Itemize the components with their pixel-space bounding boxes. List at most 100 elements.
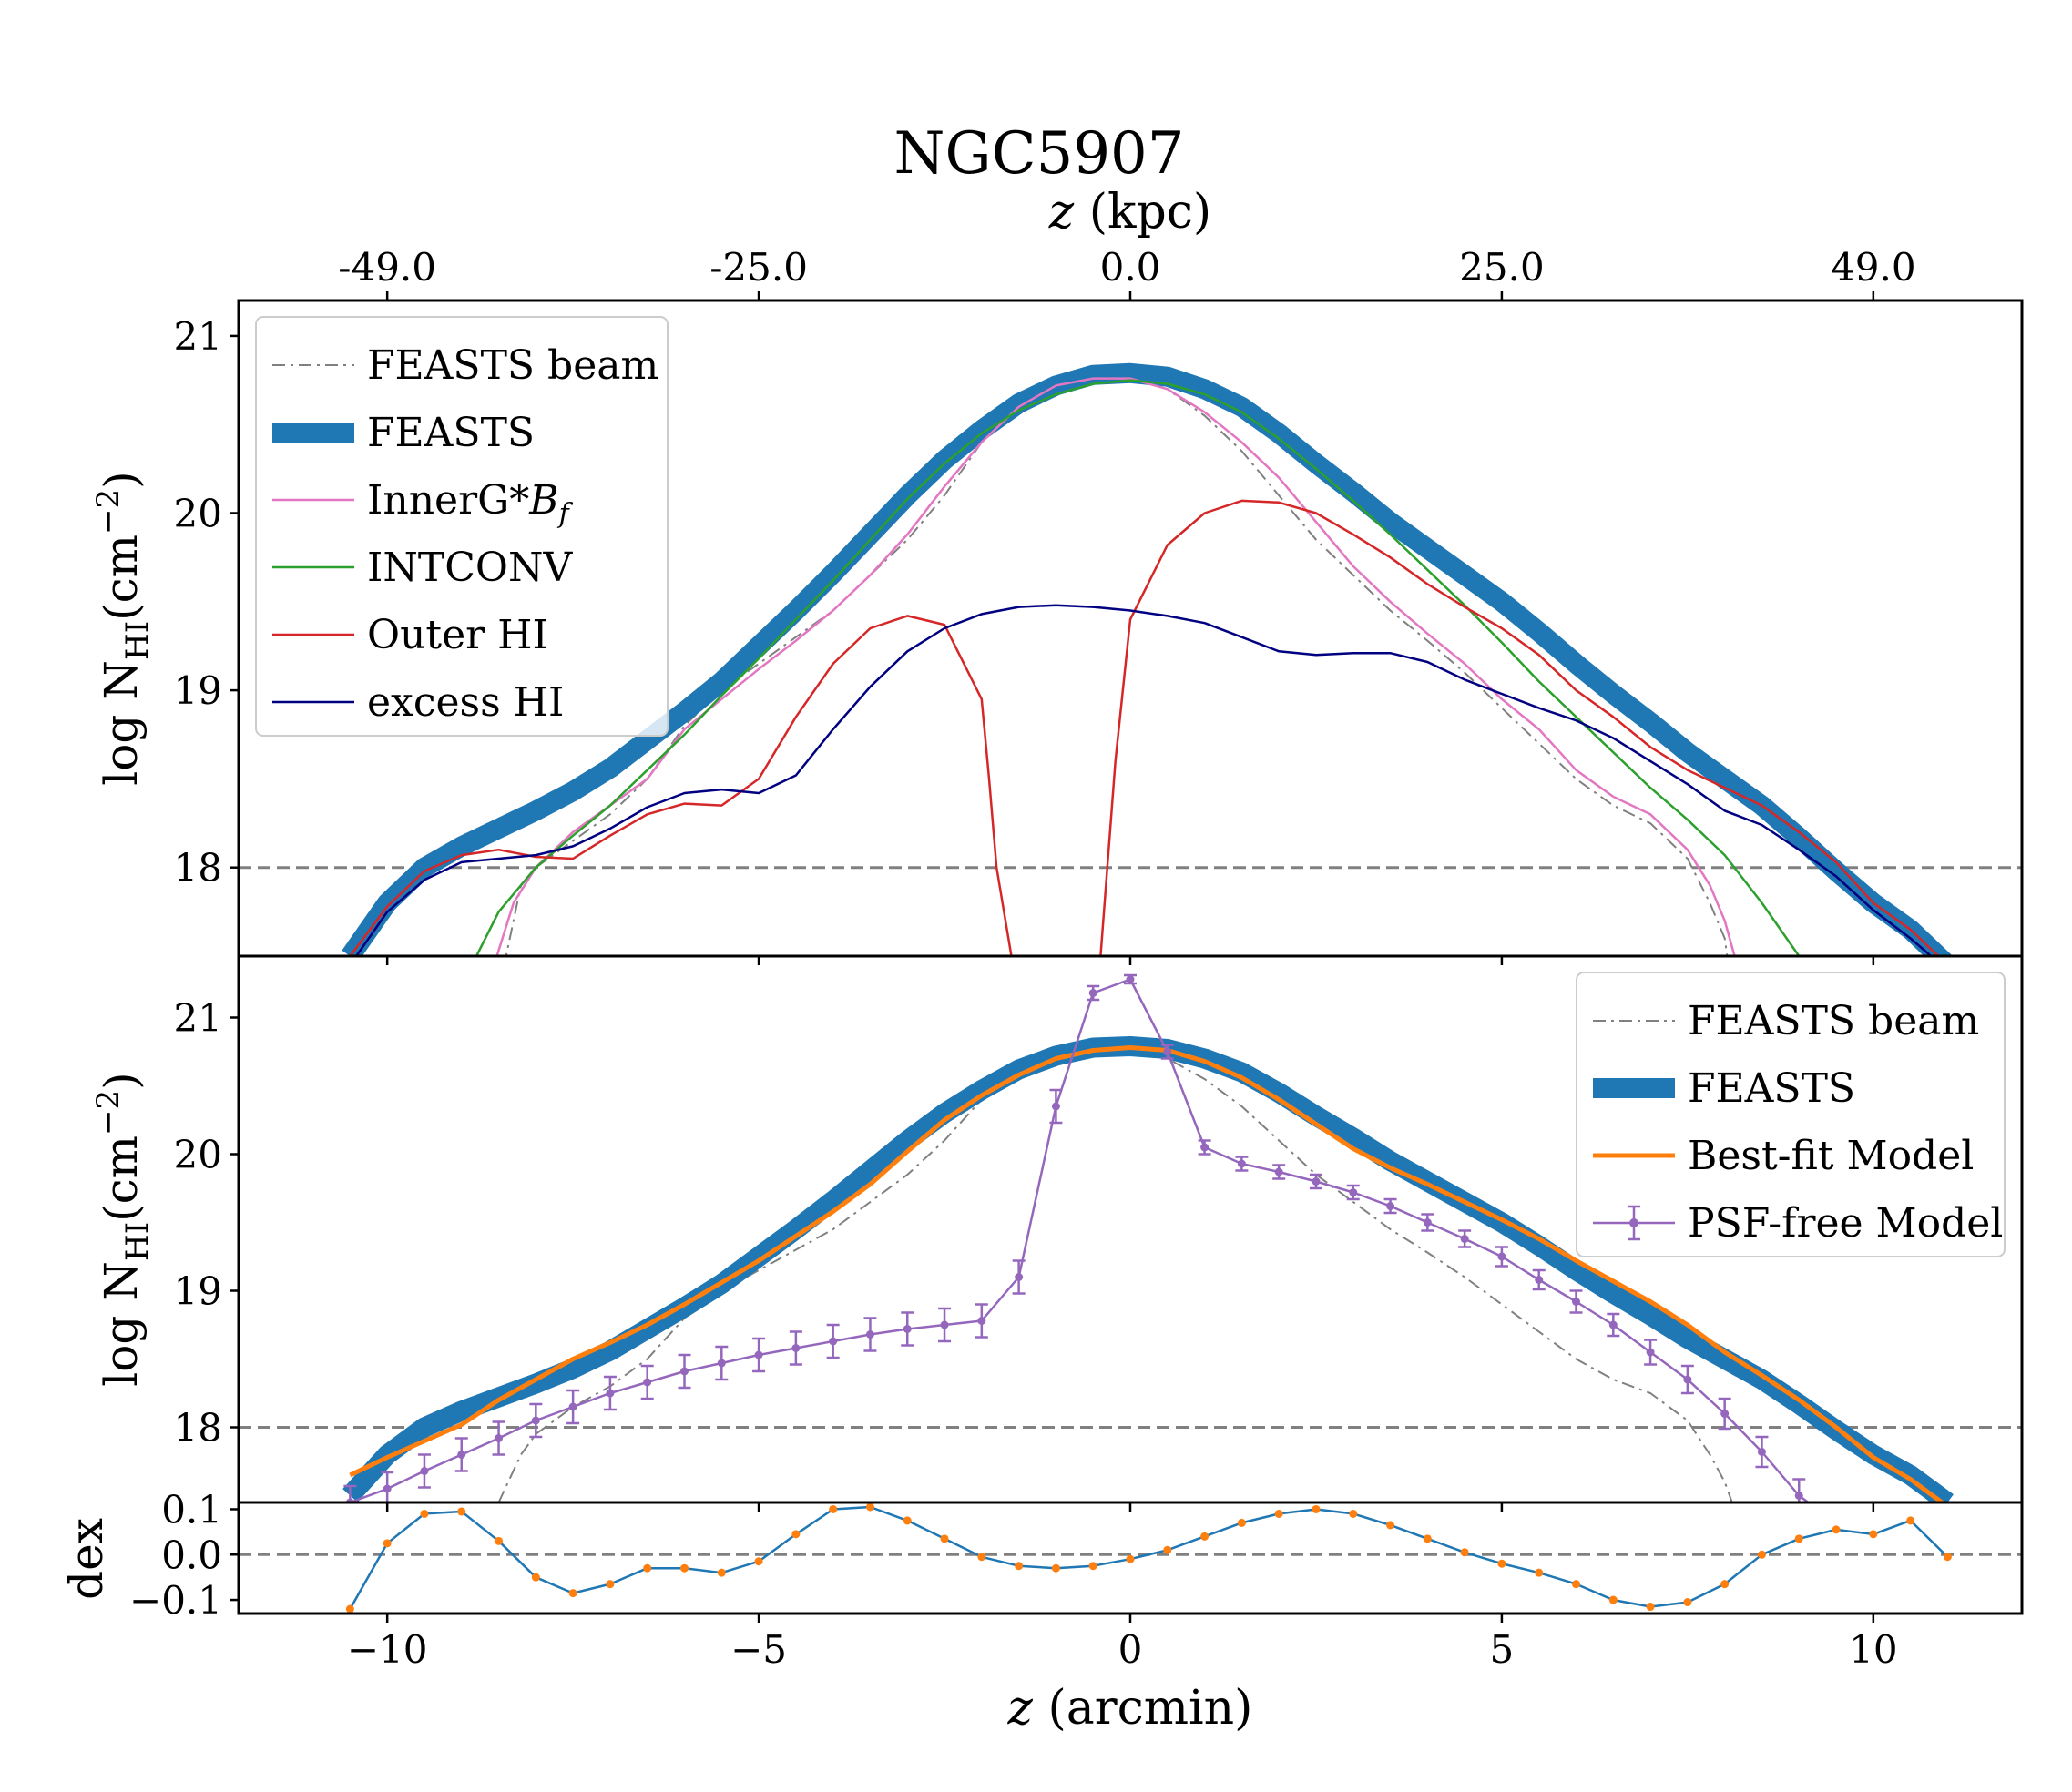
upper-series-intconv-line — [475, 379, 1801, 956]
lower-series-residual-point — [1943, 1553, 1952, 1562]
lower-series-residual-point — [1683, 1598, 1692, 1607]
series-layer — [239, 362, 2022, 1614]
lower-series-residual-point — [1535, 1568, 1544, 1577]
lower-series-residual-point — [531, 1573, 540, 1582]
upper-legend-box — [255, 316, 669, 737]
top-axis-label-var: z — [1048, 185, 1075, 239]
middle-series-psf-free-model-point — [383, 1484, 392, 1493]
legends-layer: FEASTS beam FEASTS InnerG*Bf INTCONV Outer H… — [255, 316, 2006, 1257]
legend-label-upper-feasts: FEASTS — [367, 410, 535, 456]
lower-series-residual-point — [1794, 1534, 1803, 1543]
middle-series-psf-free-model-point — [680, 1367, 689, 1376]
middle-series-psf-free-model-point — [495, 1434, 504, 1442]
chart-title: NGC5907 — [894, 120, 1185, 188]
lower-series-residual-point — [1608, 1595, 1618, 1604]
lower-series-residual-point — [1906, 1516, 1915, 1525]
middle-series-psf-free-model-point — [1572, 1298, 1580, 1306]
lower-series-residual-point — [1832, 1525, 1841, 1534]
upper-series-feasts-beam-line — [505, 375, 1729, 956]
top-tick-label: 25.0 — [1459, 245, 1545, 290]
middle-series-psf-free-model-point — [1088, 989, 1097, 997]
top-axis-label-unit: (kpc) — [1074, 185, 1211, 239]
middle-series-psf-free-model-point — [1460, 1235, 1469, 1243]
lower-series-residual-point — [1757, 1550, 1766, 1559]
middle-series-psf-free-model-point — [1683, 1375, 1692, 1384]
lower-series-residual-point — [1274, 1509, 1283, 1518]
middle-series-psf-free-model-point — [271, 1532, 280, 1541]
legend-label-middle-feasts: FEASTS — [1688, 1065, 1855, 1112]
x-axis-label-unit: (arcmin) — [1033, 1681, 1253, 1736]
lower-series-residual-point — [680, 1563, 689, 1573]
lower-series-residual-point — [1720, 1580, 1730, 1589]
lower-series-residual-point — [903, 1516, 912, 1525]
lower-series-residual-point — [1646, 1603, 1655, 1612]
middle-series-psf-free-model-point — [1312, 1177, 1321, 1186]
middle-series-psf-free-model-point — [829, 1337, 838, 1346]
lower-plot-area — [239, 1502, 2022, 1614]
lower-series-residual-point — [1200, 1532, 1210, 1541]
middle-ylabel: log NHI(cm−2) — [90, 1072, 156, 1386]
x-axis-label: z (arcmin) — [1007, 1681, 1253, 1736]
upper-ylabel: log NHI(cm−2) — [90, 471, 156, 785]
upper-ytick-label: 18 — [174, 846, 222, 891]
middle-series-psf-free-model-point — [1646, 1348, 1655, 1357]
lower-series-residual-point — [865, 1502, 874, 1512]
lower-ylabel-text: dex — [60, 1518, 113, 1600]
middle-series-psf-free-model-point — [643, 1378, 652, 1387]
legend-label-middle-psf-free-model: PSF-free Model — [1688, 1200, 2003, 1247]
lower-series-residual-point — [1015, 1562, 1024, 1571]
legend-label-part: InnerG* — [367, 477, 529, 524]
upper-series-innerg-b-f-line — [495, 377, 1736, 956]
middle-series-psf-free-model-point — [606, 1389, 615, 1398]
lower-series-residual-point — [1423, 1534, 1432, 1543]
middle-ylabel-text: log NHI(cm−2) — [90, 1072, 156, 1386]
lower-ytick-label: 0.1 — [161, 1487, 222, 1532]
middle-series-psf-free-model-point — [1051, 1102, 1060, 1111]
lower-series-residual-point — [457, 1507, 466, 1516]
middle-series-psf-free-model-point — [754, 1350, 763, 1359]
middle-series-psf-free-model-point — [717, 1359, 726, 1368]
upper-series-outer-hi-line — [349, 499, 1941, 956]
legend-label-middle-feasts-beam: FEASTS beam — [1688, 998, 1979, 1044]
lower-series-residual-line — [349, 1505, 1949, 1610]
middle-series-psf-free-model-point — [1386, 1202, 1395, 1210]
top-tick-label: -25.0 — [709, 245, 808, 290]
lower-series-residual-point — [1163, 1545, 1172, 1554]
middle-series-psf-free-model-point — [531, 1416, 540, 1425]
middle-series-psf-free-model-point — [1349, 1188, 1358, 1196]
top-tick-label: 0.0 — [1100, 245, 1161, 290]
top-tick-label: -49.0 — [338, 245, 436, 290]
middle-series-psf-free-model-point — [940, 1320, 949, 1329]
lower-series-residual-point — [606, 1580, 615, 1589]
middle-series-psf-free-model-point — [1535, 1276, 1544, 1284]
lower-series-residual-point — [495, 1536, 504, 1545]
middle-series-psf-free-model-point — [457, 1451, 466, 1459]
middle-ytick-label: 20 — [174, 1133, 222, 1177]
middle-series-psf-free-model-point — [1274, 1167, 1283, 1176]
lower-series-residual-point — [977, 1553, 986, 1562]
lower-series-residual-point — [754, 1557, 763, 1566]
lower-series-residual-point — [383, 1539, 392, 1548]
middle-ytick-label: 21 — [174, 996, 222, 1041]
legend-label-middle-best-fit-model: Best-fit Model — [1688, 1133, 1974, 1179]
legend-label-upper-innerg-b-f: InnerG*Bf — [367, 477, 574, 530]
lower-series-residual-point — [345, 1604, 354, 1614]
lower-series-residual-point — [643, 1563, 652, 1573]
lower-series-residual-point — [940, 1534, 949, 1543]
middle-series-psf-free-model-point — [568, 1402, 577, 1411]
middle-series-best-fit-model-line — [349, 1045, 1946, 1502]
lower-series-residual-point — [1051, 1563, 1060, 1573]
middle-legend-handle-point — [1629, 1218, 1638, 1227]
legend-label-upper-outer-hi: Outer HI — [367, 612, 548, 658]
middle-series-psf-free-model-point — [903, 1325, 912, 1333]
middle-series-psf-free-model-point — [1757, 1448, 1766, 1456]
upper-plot-area — [239, 362, 2022, 956]
upper-ytick-label: 20 — [174, 492, 222, 536]
middle-series-psf-free-model-point — [1126, 975, 1135, 983]
lower-series-residual-point — [1572, 1580, 1580, 1589]
middle-legend: FEASTS beam FEASTS Best-fit Model PSF-free … — [1576, 972, 2006, 1257]
middle-series-psf-free-model-point — [1163, 1047, 1172, 1056]
lower-series-residual-point — [1869, 1530, 1878, 1539]
middle-series-psf-free-model-point — [1608, 1320, 1618, 1329]
